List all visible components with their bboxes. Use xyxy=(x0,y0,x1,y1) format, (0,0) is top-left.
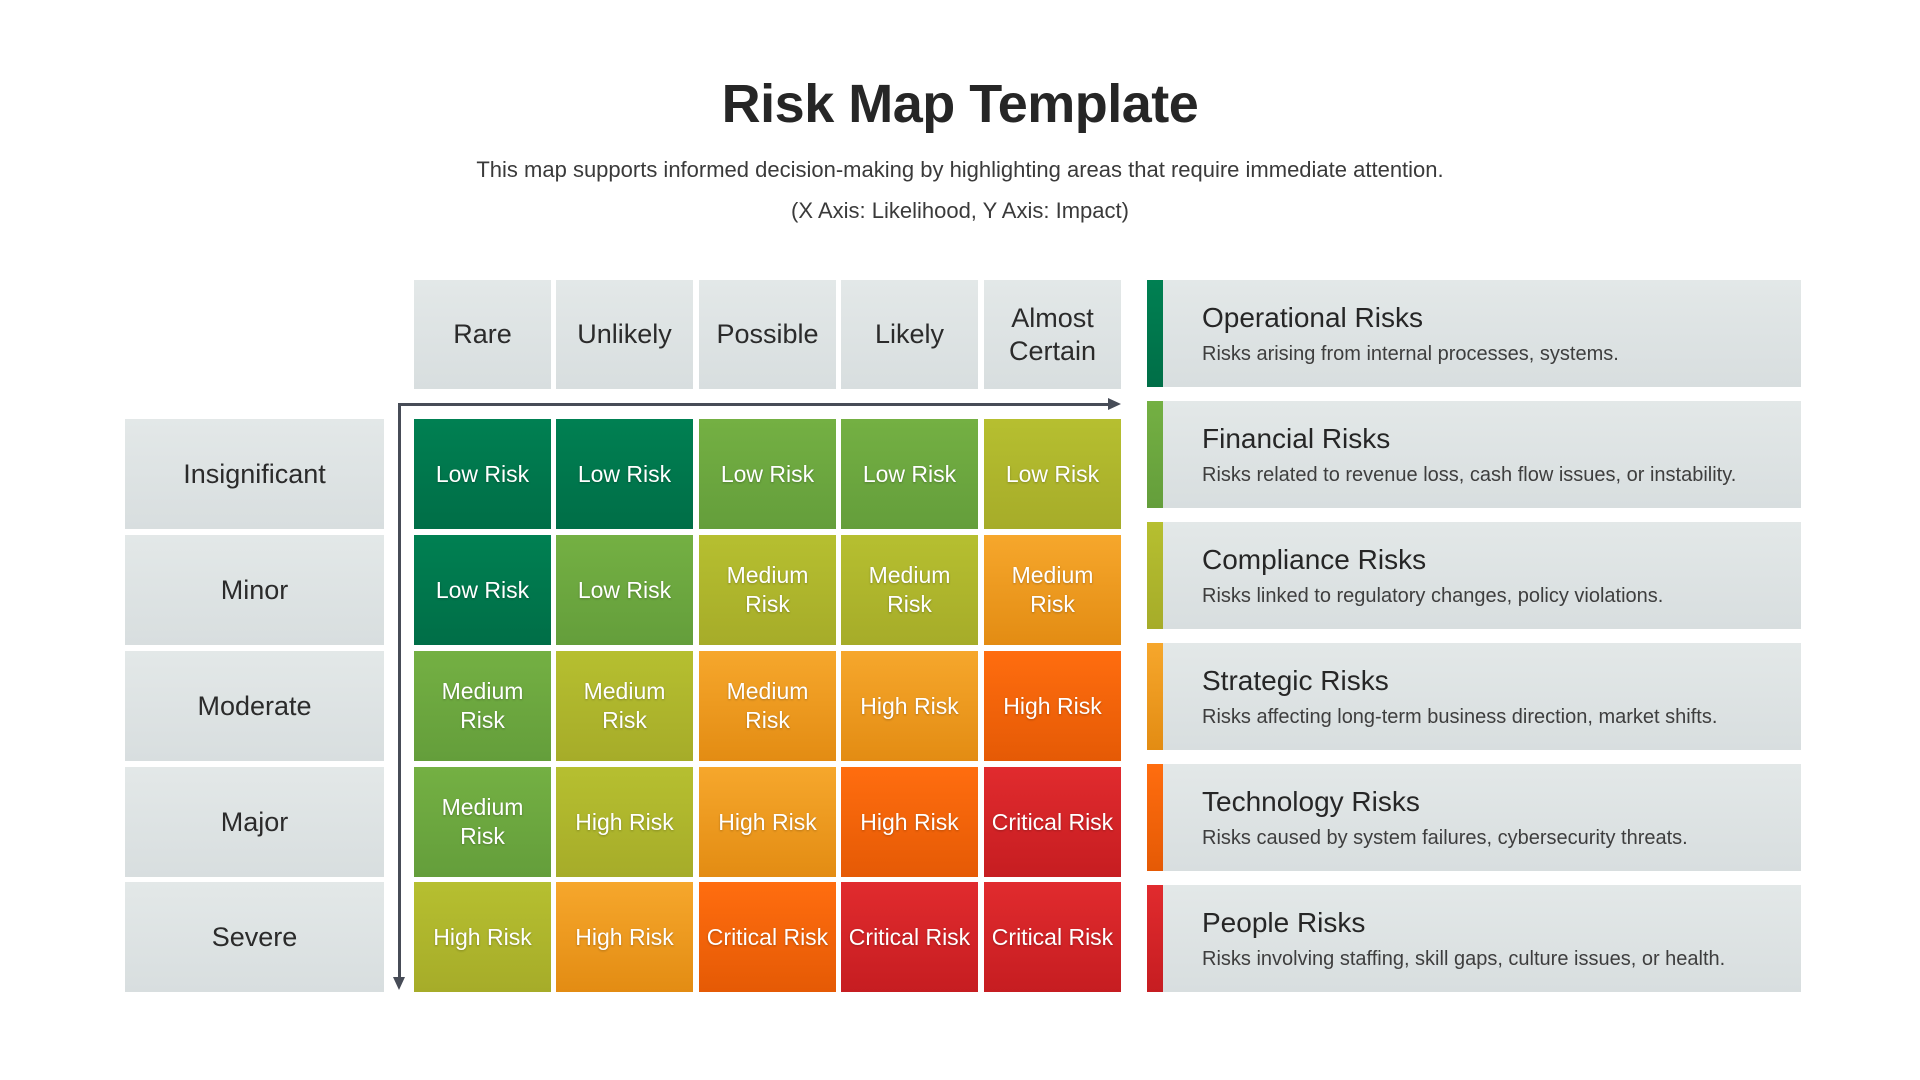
category-description: Risks related to revenue loss, cash flow… xyxy=(1202,463,1737,486)
column-header-possible: Possible xyxy=(699,280,836,389)
matrix-cell: Critical Risk xyxy=(699,882,836,992)
x-axis-arrow-icon xyxy=(1108,398,1121,410)
color-bar xyxy=(1147,643,1163,750)
row-label-insignificant: Insignificant xyxy=(125,419,384,529)
color-bar xyxy=(1147,764,1163,871)
category-description: Risks arising from internal processes, s… xyxy=(1202,342,1619,365)
matrix-cell: Medium Risk xyxy=(699,651,836,761)
matrix-cell: Low Risk xyxy=(699,419,836,529)
matrix-cell: Low Risk xyxy=(556,535,693,645)
matrix-cell: Medium Risk xyxy=(556,651,693,761)
category-description: Risks linked to regulatory changes, poli… xyxy=(1202,584,1664,607)
matrix-cell: High Risk xyxy=(556,882,693,992)
row-label-severe: Severe xyxy=(125,882,384,992)
color-bar xyxy=(1147,280,1163,387)
row-label-moderate: Moderate xyxy=(125,651,384,761)
x-axis-line xyxy=(398,403,1110,406)
axis-note: (X Axis: Likelihood, Y Axis: Impact) xyxy=(791,198,1129,223)
matrix-cell: High Risk xyxy=(984,651,1121,761)
y-axis-line xyxy=(398,403,401,978)
matrix-cell: Low Risk xyxy=(841,419,978,529)
category-financial-risks: Financial Risks Risks related to revenue… xyxy=(1147,401,1801,508)
category-technology-risks: Technology Risks Risks caused by system … xyxy=(1147,764,1801,871)
page-title: Risk Map Template xyxy=(721,74,1199,134)
category-description: Risks involving staffing, skill gaps, cu… xyxy=(1202,947,1726,970)
matrix-cell: High Risk xyxy=(414,882,551,992)
matrix-cell: Medium Risk xyxy=(414,767,551,877)
matrix-cell: Low Risk xyxy=(414,419,551,529)
matrix-cell: Low Risk xyxy=(984,419,1121,529)
page-subtitle: This map supports informed decision-maki… xyxy=(476,157,1444,182)
matrix-cell: Medium Risk xyxy=(841,535,978,645)
category-people-risks: People Risks Risks involving staffing, s… xyxy=(1147,885,1801,992)
matrix-cell: Critical Risk xyxy=(984,767,1121,877)
matrix-cell: Medium Risk xyxy=(414,651,551,761)
category-title: Financial Risks xyxy=(1202,422,1391,454)
column-header-likely: Likely xyxy=(841,280,978,389)
category-strategic-risks: Strategic Risks Risks affecting long-ter… xyxy=(1147,643,1801,750)
column-header-unlikely: Unlikely xyxy=(556,280,693,389)
row-label-minor: Minor xyxy=(125,535,384,645)
matrix-cell: High Risk xyxy=(841,767,978,877)
matrix-cell: High Risk xyxy=(556,767,693,877)
color-bar xyxy=(1147,885,1163,992)
color-bar xyxy=(1147,522,1163,629)
category-title: Strategic Risks xyxy=(1202,664,1389,696)
matrix-cell: Medium Risk xyxy=(699,535,836,645)
category-description: Risks caused by system failures, cyberse… xyxy=(1202,826,1688,849)
row-label-major: Major xyxy=(125,767,384,877)
category-description: Risks affecting long-term business direc… xyxy=(1202,705,1718,728)
matrix-cell: High Risk xyxy=(841,651,978,761)
y-axis-arrow-icon xyxy=(393,977,405,990)
matrix-cell: Low Risk xyxy=(556,419,693,529)
matrix-cell: High Risk xyxy=(699,767,836,877)
matrix-cell: Medium Risk xyxy=(984,535,1121,645)
category-operational-risks: Operational Risks Risks arising from int… xyxy=(1147,280,1801,387)
matrix-cell: Critical Risk xyxy=(984,882,1121,992)
category-title: Technology Risks xyxy=(1202,785,1420,817)
category-compliance-risks: Compliance Risks Risks linked to regulat… xyxy=(1147,522,1801,629)
category-title: People Risks xyxy=(1202,906,1366,938)
matrix-cell: Critical Risk xyxy=(841,882,978,992)
column-header-rare: Rare xyxy=(414,280,551,389)
matrix-cell: Low Risk xyxy=(414,535,551,645)
column-header-almost-certain: Almost Certain xyxy=(984,280,1121,389)
category-title: Compliance Risks xyxy=(1202,543,1427,575)
category-title: Operational Risks xyxy=(1202,301,1423,333)
color-bar xyxy=(1147,401,1163,508)
